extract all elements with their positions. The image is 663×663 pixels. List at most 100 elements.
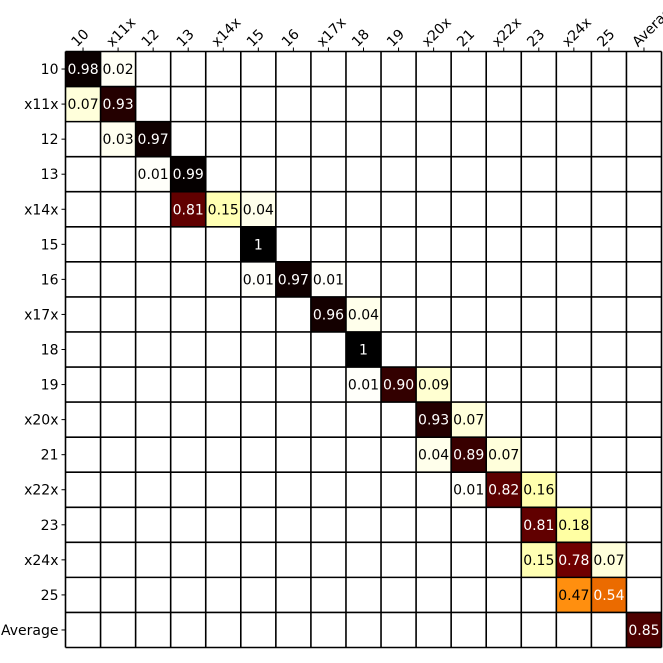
grid-layer	[64, 50, 663, 649]
cell-value-label: 0.78	[558, 553, 589, 569]
heatmap-cell	[170, 191, 206, 227]
heatmap-cell	[240, 191, 276, 227]
row-tick-label: 25	[41, 588, 59, 604]
cell-value-label: 0.16	[523, 483, 554, 499]
cell-value-label: 0.98	[67, 62, 98, 78]
heatmap-cell	[486, 472, 522, 508]
column-tick-label: 18	[349, 26, 373, 50]
heatmap-cell	[451, 472, 487, 508]
column-tick-label: 21	[454, 26, 478, 50]
heatmap-cell	[275, 261, 311, 297]
column-tick-label: x14x	[209, 15, 245, 51]
row-tick-label: 23	[41, 518, 59, 534]
heatmap-cell	[65, 51, 101, 87]
cell-value-label: 0.96	[313, 307, 344, 323]
column-tick-label: x20x	[419, 15, 455, 51]
cell-value-label: 0.93	[418, 413, 449, 429]
heatmap-cell	[100, 121, 136, 157]
heatmap-cell	[135, 121, 171, 157]
heatmap-cell	[416, 367, 452, 403]
column-tick-label: 12	[139, 26, 163, 50]
heatmap-cell	[416, 437, 452, 473]
cell-value-label: 0.03	[103, 132, 134, 148]
heatmap-cell	[451, 402, 487, 438]
column-tick-label: Average	[629, 0, 663, 50]
row-tick-label: 12	[41, 132, 59, 148]
cell-value-label: 0.02	[103, 62, 134, 78]
heatmap-cell	[65, 86, 101, 122]
heatmap-cell	[310, 296, 346, 332]
column-labels: 10 x11x 12 13 x14x 15 16 x17x 18 19 x20x 21 x22x 23 x2…	[69, 0, 663, 52]
column-tick-label: x22x	[489, 15, 525, 51]
row-tick-label: x24x	[24, 553, 58, 569]
column-tick-label: 10	[69, 26, 93, 50]
row-labels: 10 x11x 12 13 x14x 15 16 x17x 18 19 x20x 21 x22x 23 x2…	[1, 62, 66, 639]
cell-value-label: 0.07	[67, 97, 98, 113]
column-tick-label: 16	[279, 26, 303, 50]
cell-value-label: 0.04	[348, 307, 379, 323]
column-tick-label: x17x	[314, 15, 350, 51]
row-tick-label: 18	[41, 343, 59, 359]
heatmap-cell	[591, 542, 627, 578]
cell-value-label: 0.82	[488, 483, 519, 499]
cell-value-label: 0.81	[523, 518, 554, 534]
heatmap-cell	[100, 51, 136, 87]
cell-value-label: 0.89	[453, 448, 484, 464]
row-tick-label: x17x	[24, 307, 58, 323]
heatmap-cell	[626, 612, 662, 648]
heatmap-cell	[591, 577, 627, 613]
row-tick-label: 15	[41, 237, 59, 253]
cell-value-label: 0.97	[138, 132, 169, 148]
cell-value-label: 0.01	[243, 272, 274, 288]
cell-value-label: 0.54	[593, 588, 624, 604]
heatmap-cell	[240, 261, 276, 297]
cell-value-label: 0.15	[523, 553, 554, 569]
row-tick-label: Average	[1, 623, 59, 639]
heatmap-cell	[170, 156, 206, 192]
column-tick-label: x11x	[104, 15, 140, 51]
column-tick-label: 25	[594, 26, 618, 50]
cell-value-label: 0.97	[278, 272, 309, 288]
row-tick-label: 10	[41, 62, 59, 78]
column-tick-label: 23	[524, 26, 548, 50]
row-tick-label: 21	[41, 448, 59, 464]
cell-value-label: 0.01	[313, 272, 344, 288]
cell-value-label: 0.04	[418, 448, 449, 464]
cell-value-label: 0.04	[243, 202, 274, 218]
column-tick-label: 19	[384, 26, 408, 50]
heatmap-cell	[310, 261, 346, 297]
cell-value-label: 1	[359, 343, 368, 359]
cell-value-label: 0.09	[418, 378, 449, 394]
heatmap-cell	[416, 402, 452, 438]
column-tick-label: 13	[174, 26, 198, 50]
cell-value-label: 0.93	[103, 97, 134, 113]
heatmap-cell	[521, 507, 557, 543]
heatmap-cell	[345, 331, 382, 368]
cell-value-label: 0.01	[348, 378, 379, 394]
row-tick-label: x14x	[24, 202, 58, 218]
cell-value-label: 0.01	[138, 167, 169, 183]
heatmap-cell	[556, 577, 592, 613]
cell-value-label: 0.90	[383, 378, 414, 394]
row-tick-label: x11x	[24, 97, 58, 113]
heatmap-cell	[345, 367, 382, 403]
heatmap-cell	[486, 437, 522, 473]
heatmap-cell	[135, 156, 171, 192]
heatmap-cell	[240, 226, 276, 262]
cells-layer	[65, 51, 662, 648]
row-tick-label: x20x	[24, 413, 58, 429]
cell-values-layer: 0.98 0.020.07 0.930.03 0.970.01 0.990.81 0.15…	[67, 62, 659, 639]
cell-value-label: 0.85	[628, 623, 659, 639]
heatmap-cell	[451, 437, 487, 473]
column-tick-label: x24x	[559, 15, 595, 51]
column-tick-label: 15	[244, 26, 268, 50]
heatmap-cell	[521, 542, 557, 578]
row-tick-label: 16	[41, 272, 59, 288]
row-tick-label: 13	[41, 167, 59, 183]
cell-value-label: 0.81	[173, 202, 204, 218]
heatmap-cell	[556, 507, 592, 543]
row-tick-label: 19	[41, 378, 59, 394]
heatmap-cell	[381, 367, 417, 403]
heatmap-cell	[205, 191, 241, 227]
